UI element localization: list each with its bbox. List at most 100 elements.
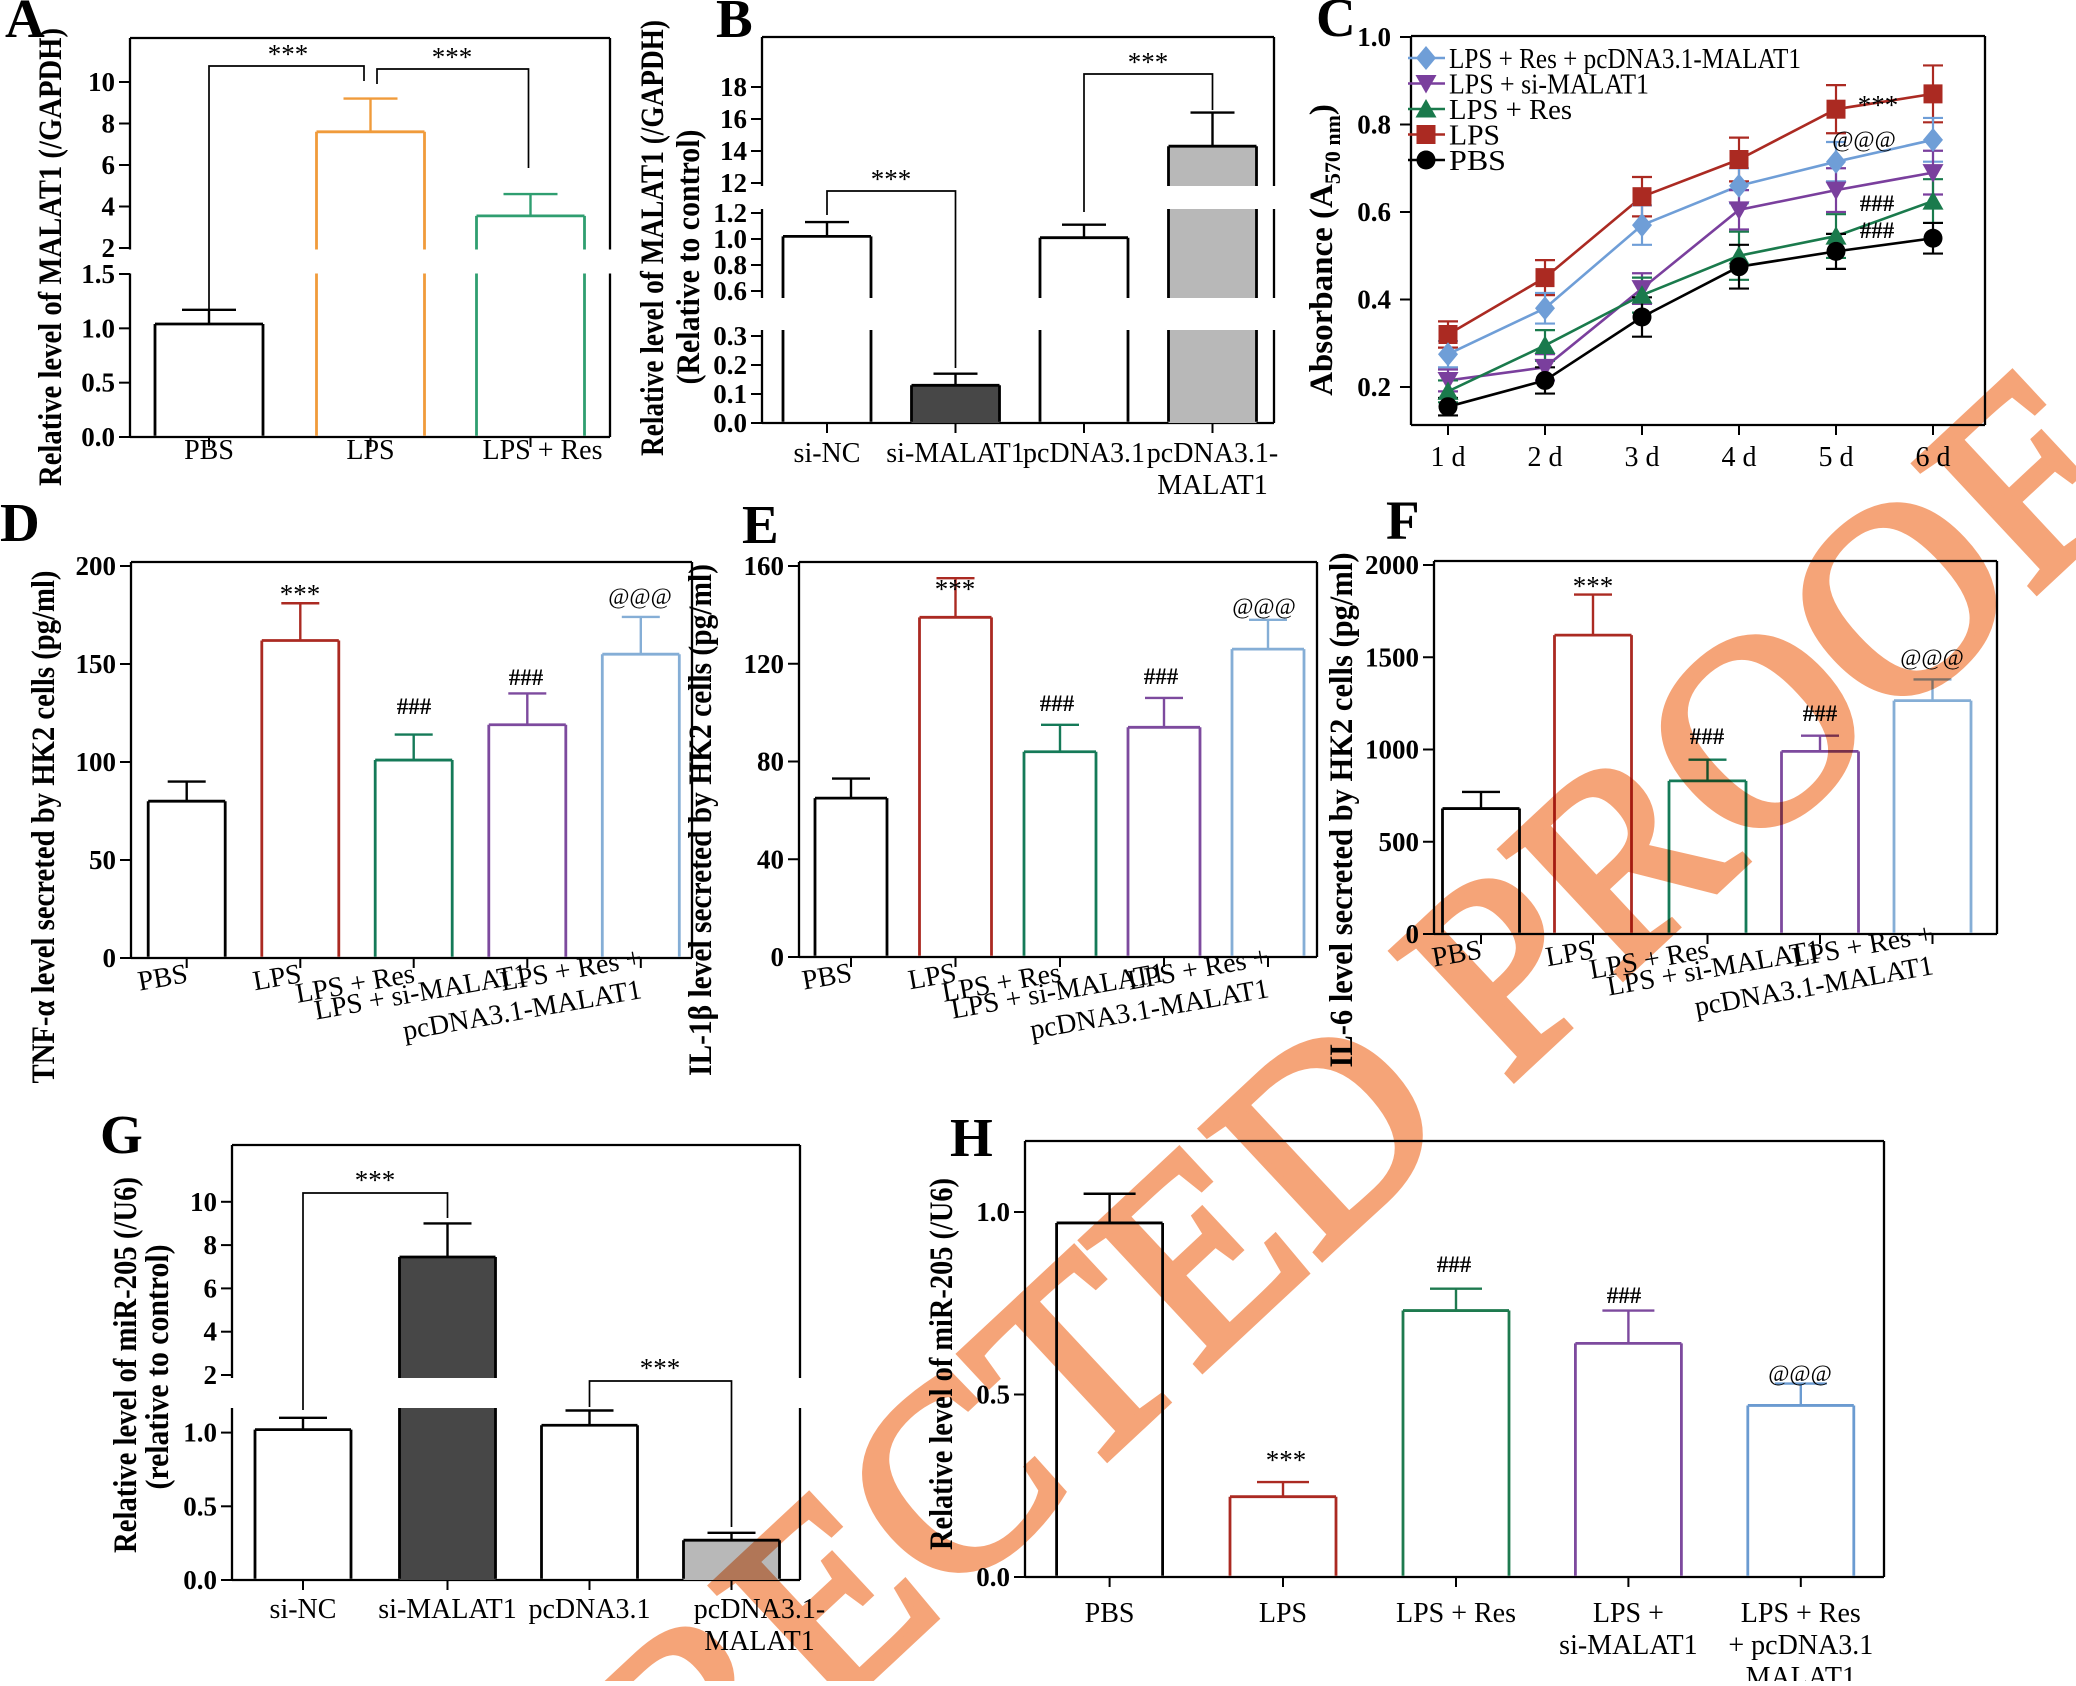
svg-text:(Relative to control): (Relative to control) bbox=[671, 130, 707, 385]
svg-text:10: 10 bbox=[190, 1187, 217, 1217]
svg-text:1.0: 1.0 bbox=[183, 1418, 217, 1448]
svg-text:1.0: 1.0 bbox=[713, 224, 747, 254]
svg-text:@@@: @@@ bbox=[1768, 1361, 1832, 1386]
svg-text:###: ### bbox=[1437, 1252, 1472, 1277]
svg-text:1.0: 1.0 bbox=[1357, 22, 1391, 52]
svg-text:14: 14 bbox=[720, 136, 747, 166]
svg-text:0: 0 bbox=[1406, 919, 1420, 949]
svg-text:si-MALAT1: si-MALAT1 bbox=[378, 1594, 516, 1625]
svg-text:8: 8 bbox=[204, 1230, 218, 1260]
svg-text:@@@: @@@ bbox=[1832, 127, 1896, 152]
svg-text:0.2: 0.2 bbox=[713, 350, 747, 380]
svg-text:0.3: 0.3 bbox=[713, 321, 747, 351]
svg-text:120: 120 bbox=[744, 649, 785, 679]
svg-text:LPS: LPS bbox=[1449, 121, 1500, 152]
svg-text:2000: 2000 bbox=[1365, 550, 1419, 580]
svg-text:@@@: @@@ bbox=[1232, 594, 1296, 619]
svg-text:160: 160 bbox=[744, 551, 785, 581]
svg-text:LPS +: LPS + bbox=[1593, 1598, 1664, 1629]
svg-text:6: 6 bbox=[102, 150, 116, 180]
svg-text:@@@: @@@ bbox=[1900, 645, 1964, 670]
svg-text:MALAT1: MALAT1 bbox=[1746, 1662, 1856, 1681]
svg-text:***: *** bbox=[640, 1353, 681, 1383]
svg-text:B: B bbox=[716, 0, 753, 49]
svg-text:50: 50 bbox=[89, 845, 116, 875]
svg-text:0.5: 0.5 bbox=[183, 1491, 217, 1521]
svg-text:10: 10 bbox=[88, 67, 115, 97]
svg-text:F: F bbox=[1386, 490, 1420, 551]
svg-text:si-NC: si-NC bbox=[794, 438, 861, 469]
svg-text:IL-6 level secreted by HK2 cel: IL-6 level secreted by HK2 cells (pg/ml) bbox=[1324, 553, 1360, 1068]
svg-text:18: 18 bbox=[720, 72, 747, 102]
svg-text:***: *** bbox=[1858, 90, 1899, 120]
svg-text:IL-1β level secreted by HK2 ce: IL-1β level secreted by HK2 cells (pg/ml… bbox=[683, 564, 719, 1076]
svg-text:0.1: 0.1 bbox=[713, 379, 747, 409]
svg-text:80: 80 bbox=[757, 747, 784, 777]
svg-text:LPS + si-MALAT1: LPS + si-MALAT1 bbox=[1449, 70, 1649, 101]
svg-text:MALAT1: MALAT1 bbox=[1157, 470, 1267, 501]
svg-text:1.2: 1.2 bbox=[713, 198, 747, 228]
svg-text:200: 200 bbox=[76, 551, 117, 581]
svg-text:0.0: 0.0 bbox=[976, 1562, 1010, 1592]
svg-text:0.2: 0.2 bbox=[1357, 372, 1391, 402]
svg-text:0: 0 bbox=[771, 942, 785, 972]
svg-text:500: 500 bbox=[1379, 827, 1420, 857]
svg-text:LPS + Res: LPS + Res bbox=[482, 435, 602, 466]
svg-text:150: 150 bbox=[76, 649, 117, 679]
svg-text:0.5: 0.5 bbox=[81, 368, 115, 398]
svg-text:PBS: PBS bbox=[1085, 1598, 1135, 1629]
svg-text:Relative level of MALAT1 (/GAP: Relative level of MALAT1 (/GAPDH) bbox=[635, 20, 671, 456]
svg-text:###: ### bbox=[1690, 724, 1725, 749]
svg-text:LPS + Res: LPS + Res bbox=[1396, 1598, 1516, 1629]
svg-text:1500: 1500 bbox=[1365, 642, 1419, 672]
svg-text:***: *** bbox=[935, 574, 976, 604]
svg-text:pcDNA3.1-: pcDNA3.1- bbox=[694, 1594, 825, 1625]
svg-text:0.8: 0.8 bbox=[1357, 110, 1391, 140]
svg-text:2: 2 bbox=[102, 233, 116, 263]
svg-text:1.0: 1.0 bbox=[976, 1197, 1010, 1227]
svg-text:Relative level of miR-205 (/U6: Relative level of miR-205 (/U6) bbox=[924, 1178, 960, 1550]
svg-text:4: 4 bbox=[204, 1317, 218, 1347]
svg-text:E: E bbox=[742, 494, 779, 555]
svg-text:si-NC: si-NC bbox=[270, 1594, 337, 1625]
svg-text:pcDNA3.1: pcDNA3.1 bbox=[528, 1594, 650, 1625]
svg-text:6 d: 6 d bbox=[1916, 442, 1951, 473]
svg-text:0.0: 0.0 bbox=[713, 408, 747, 438]
svg-text:4: 4 bbox=[102, 192, 116, 222]
svg-text:3 d: 3 d bbox=[1625, 442, 1660, 473]
svg-text:40: 40 bbox=[757, 844, 784, 874]
svg-text:Relative level of miR-205 (/U6: Relative level of miR-205 (/U6) bbox=[108, 1177, 144, 1553]
svg-text:***: *** bbox=[871, 164, 912, 194]
svg-text:###: ### bbox=[1860, 191, 1895, 216]
svg-text:LPS + Res: LPS + Res bbox=[1449, 95, 1572, 126]
svg-text:***: *** bbox=[432, 42, 473, 72]
svg-text:2: 2 bbox=[204, 1360, 218, 1390]
svg-text:12: 12 bbox=[720, 168, 747, 198]
svg-text:1.0: 1.0 bbox=[81, 313, 115, 343]
svg-text:si-MALAT1: si-MALAT1 bbox=[1559, 1630, 1697, 1661]
svg-text:8: 8 bbox=[102, 109, 116, 139]
svg-text:pcDNA3.1-: pcDNA3.1- bbox=[1147, 438, 1278, 469]
svg-text:A: A bbox=[5, 0, 45, 49]
svg-text:@@@: @@@ bbox=[608, 584, 672, 609]
svg-text:0.0: 0.0 bbox=[81, 422, 115, 452]
svg-text:***: *** bbox=[1128, 47, 1169, 77]
svg-text:LPS + Res + pcDNA3.1-MALAT1: LPS + Res + pcDNA3.1-MALAT1 bbox=[1449, 44, 1801, 75]
svg-text:###: ### bbox=[509, 665, 544, 690]
svg-text:***: *** bbox=[280, 579, 321, 609]
svg-text:0.8: 0.8 bbox=[713, 250, 747, 280]
svg-text:PBS: PBS bbox=[184, 435, 234, 466]
svg-text:1 d: 1 d bbox=[1431, 442, 1466, 473]
svg-text:LPS: LPS bbox=[1259, 1598, 1307, 1629]
svg-text:5 d: 5 d bbox=[1819, 442, 1854, 473]
svg-text:LPS: LPS bbox=[346, 435, 394, 466]
svg-text:si-MALAT1: si-MALAT1 bbox=[886, 438, 1024, 469]
svg-text:Relative level of MALAT1 (/GAP: Relative level of MALAT1 (/GAPDH) bbox=[33, 28, 69, 486]
svg-text:MALAT1: MALAT1 bbox=[704, 1626, 814, 1657]
svg-text:LPS + Res: LPS + Res bbox=[1741, 1598, 1861, 1629]
svg-text:PBS: PBS bbox=[1449, 146, 1506, 177]
svg-text:###: ### bbox=[1607, 1283, 1642, 1308]
svg-text:+ pcDNA3.1: + pcDNA3.1 bbox=[1728, 1630, 1873, 1661]
svg-text:C: C bbox=[1316, 0, 1356, 48]
svg-text:###: ### bbox=[1144, 664, 1179, 689]
